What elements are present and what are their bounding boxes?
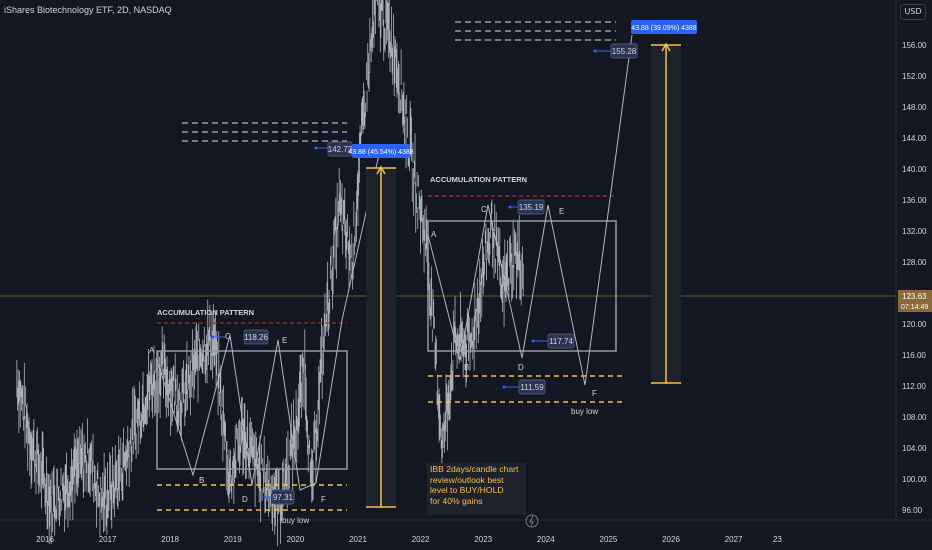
- time-tick: 2023: [474, 535, 492, 544]
- time-tick: 2018: [161, 535, 179, 544]
- time-tick: 2019: [224, 535, 242, 544]
- projection-label-1-text: 43.88 (45.54%) 4388: [348, 149, 413, 156]
- price-axis[interactable]: [896, 0, 932, 520]
- price-tick: 152.00: [902, 72, 927, 81]
- price-tick: 100.00: [902, 475, 927, 484]
- wave-path-2: [427, 34, 633, 386]
- projection-label-2-text: 43.88 (39.09%) 4388: [631, 25, 696, 32]
- time-tick: 2025: [600, 535, 618, 544]
- price-bubble-142-label: 142.73: [328, 145, 353, 154]
- wave-label-2-E: E: [559, 207, 564, 216]
- price-bubble-97[interactable]: [271, 489, 295, 505]
- price-tick: 112.00: [902, 382, 926, 391]
- wave-path-1: [156, 149, 381, 491]
- price-tick: 148.00: [902, 103, 927, 112]
- wave-label-1-A: A: [149, 346, 155, 355]
- buy-low-label-2: buy low: [571, 407, 598, 416]
- price-tick: 140.00: [902, 165, 927, 174]
- price-bubble-117[interactable]: [547, 333, 575, 349]
- time-tick: 2027: [725, 535, 743, 544]
- note-line-4: for 40% gains: [430, 495, 483, 506]
- price-bubble-118-label: 118.26: [244, 333, 268, 342]
- pattern-title-1: ACCUMULATION PATTERN: [157, 308, 254, 317]
- price-tick: 132.00: [902, 227, 927, 236]
- price-tick: 104.00: [902, 444, 927, 453]
- price-bubble-118[interactable]: [243, 329, 269, 345]
- price-bubble-155-label: 155.28: [612, 47, 637, 56]
- time-tick: 2017: [99, 535, 117, 544]
- time-tick: 2026: [662, 535, 680, 544]
- wave-label-2-B: B: [464, 363, 469, 372]
- time-tick: 23: [773, 535, 782, 544]
- wave-label-1-C: C: [225, 332, 231, 341]
- price-tick: 120.00: [902, 320, 927, 329]
- accumulation-box-1[interactable]: [156, 350, 348, 470]
- wave-label-1-D: D: [242, 495, 248, 504]
- price-bubble-135[interactable]: [517, 199, 545, 215]
- time-tick: 2021: [349, 535, 367, 544]
- price-tick: 108.00: [902, 413, 927, 422]
- wave-label-1-E: E: [282, 336, 287, 345]
- note-line-1: IBB 2days/candle chart: [430, 464, 519, 474]
- projection-label-1[interactable]: [352, 144, 410, 158]
- price-bubble-111[interactable]: [518, 379, 546, 395]
- wave-label-2-D: D: [518, 363, 524, 372]
- wave-label-2-F: F: [592, 389, 597, 398]
- note-line-3: level to BUY/HOLD: [430, 485, 504, 496]
- current-price-tag: [898, 290, 932, 312]
- note-line-2: review/outlook best: [430, 474, 504, 485]
- wave-label-1-F: F: [321, 495, 326, 504]
- pattern-title-2: ACCUMULATION PATTERN: [430, 175, 527, 184]
- time-tick: 2016: [36, 535, 54, 544]
- price-tick: 156.00: [902, 41, 927, 50]
- price-tick: 128.00: [902, 258, 927, 267]
- price-bubble-155[interactable]: [610, 43, 638, 59]
- current-price-countdown: 07:14:49: [901, 304, 928, 311]
- wave-label-2-C: C: [481, 205, 487, 214]
- chart-title: iShares Biotechnology ETF, 2D, NASDAQ: [4, 5, 172, 15]
- note-box[interactable]: IBB 2days/candle chart review/outlook be…: [427, 463, 526, 515]
- price-tick: 96.00: [902, 506, 923, 515]
- currency-button[interactable]: USD: [900, 4, 926, 20]
- lightning-icon[interactable]: [525, 514, 539, 528]
- price-tick: 144.00: [902, 134, 927, 143]
- current-price-value: 123.63: [902, 292, 927, 301]
- wave-label-1-B: B: [199, 476, 204, 485]
- wave-label-2-A: A: [431, 230, 437, 239]
- price-series: [16, 0, 524, 547]
- price-tick: 116.00: [902, 351, 926, 360]
- buy-low-label-1: buy low: [282, 516, 309, 525]
- price-bubble-111-label: 111.59: [520, 383, 544, 392]
- price-bubble-135-label: 135.19: [519, 203, 544, 212]
- accumulation-box-2[interactable]: [427, 220, 617, 352]
- time-tick: 2024: [537, 535, 555, 544]
- price-tick: 136.00: [902, 196, 927, 205]
- time-tick: 2022: [412, 535, 430, 544]
- price-bubble-117-label: 117.74: [549, 337, 573, 346]
- price-bubble-97-label: 97.31: [273, 493, 294, 502]
- projection-label-2[interactable]: [631, 20, 697, 34]
- time-tick: 2020: [287, 535, 305, 544]
